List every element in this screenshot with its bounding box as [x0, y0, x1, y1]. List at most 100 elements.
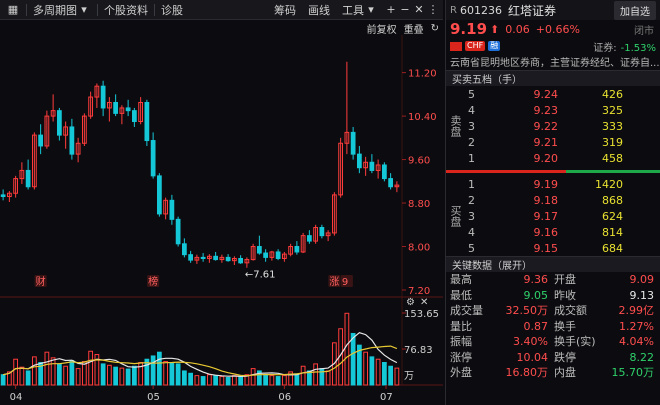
candle-down: [225, 256, 231, 262]
buy-side-label: 买盘: [446, 176, 464, 256]
restore-right-button[interactable]: 前复权: [366, 24, 397, 36]
up-arrow-icon: ⬆: [490, 22, 500, 36]
bid-price: 9.15: [533, 241, 559, 255]
grid-icon[interactable]: ▦: [7, 3, 19, 16]
divider: [154, 3, 155, 16]
diagnose-button[interactable]: 诊股: [161, 3, 183, 17]
volume-ma-line: [2, 345, 398, 377]
industry-label[interactable]: 证券: -1.53%: [593, 39, 660, 54]
chip-button[interactable]: 筹码: [274, 3, 296, 17]
ask-row[interactable]: 2 9.21 319: [464, 134, 660, 150]
volume-bar: [325, 370, 331, 386]
key-data-value: 9.05: [523, 288, 549, 302]
key-data-label: 成交量: [450, 304, 483, 317]
tag-margin[interactable]: 融: [488, 41, 501, 51]
candle-up: [7, 192, 12, 198]
stock-name[interactable]: 红塔证券: [507, 3, 556, 18]
overlay-button[interactable]: 重叠: [403, 24, 424, 36]
price-change: 0.06: [505, 22, 530, 36]
candle-down: [382, 164, 387, 180]
add-watchlist-button[interactable]: 加自选: [614, 0, 656, 20]
event-marker-bg: [147, 275, 160, 287]
candle-up: [332, 194, 337, 234]
volume-bar: [363, 351, 368, 386]
x-tick-label: 07: [380, 392, 393, 403]
candle-down: [307, 235, 312, 242]
stock-header: R 601236 红塔证券 加自选: [446, 0, 660, 20]
key-data-label: 昨收: [554, 288, 576, 302]
bid-price: 9.16: [533, 225, 559, 239]
candle-down: [157, 175, 162, 215]
china-flag-icon: [450, 41, 462, 51]
buy-sell-ratio-bar: [446, 166, 660, 176]
divider: [26, 3, 27, 16]
ask-price: 9.23: [533, 103, 559, 117]
bid-price: 9.17: [533, 209, 559, 223]
volume-bar: [88, 350, 93, 386]
bid-row[interactable]: 3 9.17 624: [464, 208, 660, 224]
volume-bar: [125, 368, 131, 386]
candle-up: [13, 178, 18, 194]
volume-bar: [32, 356, 37, 386]
ask-row[interactable]: 4 9.23 325: [464, 102, 660, 118]
draw-line-button[interactable]: 画线: [308, 3, 330, 17]
bid-row[interactable]: 2 9.18 868: [464, 192, 660, 208]
candle-down: [182, 243, 187, 256]
close-icon: ✕: [420, 297, 428, 308]
period-select[interactable]: 多周期图 ▾: [27, 0, 97, 20]
ask-level: 3: [468, 119, 475, 133]
key-data-value: 2.99亿: [618, 304, 655, 317]
volume-bar: [313, 363, 318, 386]
bid-volume: 684: [602, 241, 623, 255]
candle-down: [150, 140, 156, 177]
profile-button[interactable]: 个股资料: [104, 3, 148, 17]
volume-bar: [100, 363, 106, 386]
candle-down: [69, 126, 75, 155]
bid-row[interactable]: 4 9.16 814: [464, 224, 660, 240]
key-data-label: 最高: [450, 273, 472, 286]
ask-row[interactable]: 5 9.24 426: [464, 86, 660, 102]
volume-bar: [250, 368, 256, 386]
chart-toolbar: ▦ 多周期图 ▾ 个股资料 诊股 筹码 画线 工具 ▾ + − ✕ ⋮: [0, 0, 443, 20]
price-tick-label: 8.80: [408, 199, 430, 210]
close-icon[interactable]: ✕: [414, 3, 424, 16]
bid-row[interactable]: 5 9.15 684: [464, 240, 660, 256]
candle-up: [138, 102, 143, 123]
candle-up: [88, 96, 93, 117]
candle-down: [238, 257, 243, 264]
event-marker-label: 榜: [148, 275, 158, 288]
candle-up: [325, 232, 331, 237]
ask-price: 9.21: [533, 135, 559, 149]
event-marker-bg: [328, 275, 341, 287]
market-prefix: R: [450, 4, 457, 16]
event-marker-label: 涨: [329, 276, 339, 288]
plus-icon[interactable]: +: [386, 3, 396, 16]
bid-row[interactable]: 1 9.19 1420: [464, 176, 660, 192]
refresh-icon[interactable]: ↻: [430, 22, 439, 34]
tag-chf[interactable]: CHF: [465, 41, 486, 51]
candle-up: [32, 134, 37, 188]
candle-up: [63, 126, 68, 136]
key-data-title[interactable]: 关键数据（展开）: [446, 256, 660, 272]
candle-up: [94, 85, 100, 98]
key-data-value: 3.40%: [513, 335, 548, 348]
bid-side: 买盘 1 9.19 1420 2 9.18 868 3 9.17 624 4 9.16 814 5 9.1…: [446, 176, 660, 256]
order-book-title[interactable]: 买卖五档（手）: [446, 70, 660, 86]
bid-price: 9.19: [533, 177, 559, 191]
candle-down: [200, 256, 206, 259]
more-icon[interactable]: ⋮: [427, 3, 439, 16]
tools-menu[interactable]: 工具 ▾: [336, 0, 384, 20]
candle-down: [144, 102, 150, 142]
minus-icon[interactable]: −: [400, 3, 410, 16]
candle-up: [363, 161, 368, 169]
key-data-label: 跌停: [554, 350, 576, 364]
volume-tick-label: 153.65: [404, 309, 439, 320]
volume-bar: [150, 355, 156, 386]
ask-row[interactable]: 3 9.22 333: [464, 118, 660, 134]
volume-bar: [194, 375, 200, 386]
price-change-pct: +0.66%: [535, 22, 580, 36]
ask-row[interactable]: 1 9.20 458: [464, 150, 660, 166]
key-data-label: 外盘: [450, 366, 472, 379]
volume-bar: [82, 361, 87, 386]
